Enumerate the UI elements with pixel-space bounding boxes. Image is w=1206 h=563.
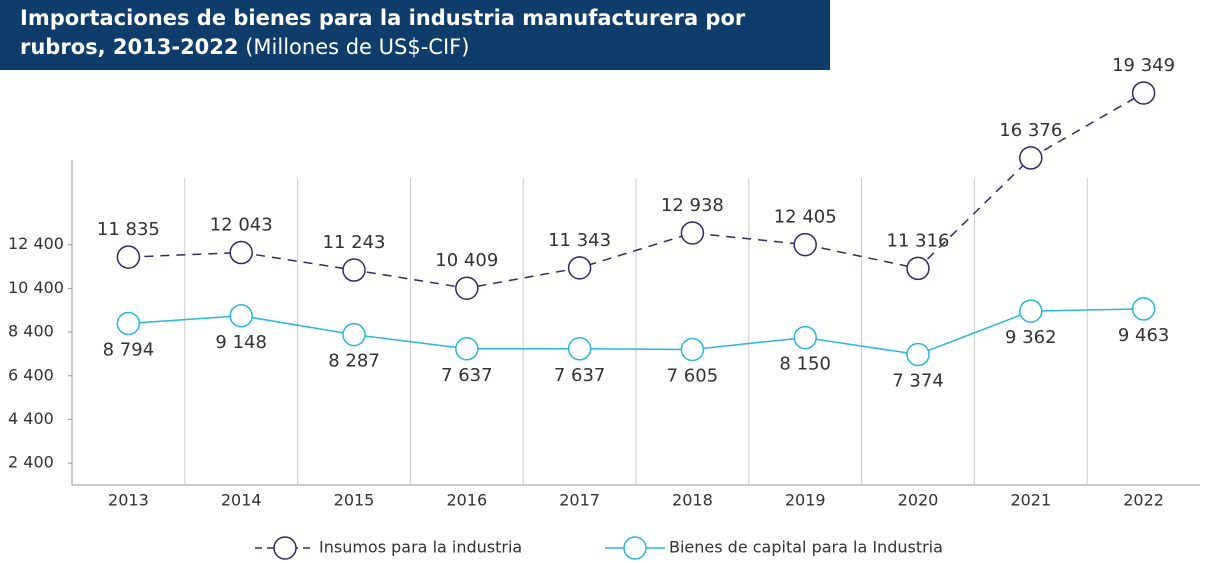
- data-label: 9 463: [1118, 325, 1170, 346]
- point-marker: [1019, 146, 1043, 170]
- point-marker: [680, 337, 705, 362]
- x-tick-label: 2014: [221, 491, 262, 510]
- point-marker: [229, 304, 253, 328]
- data-label: 7 637: [441, 365, 493, 386]
- x-tick-label: 2018: [672, 491, 713, 510]
- point-marker: [229, 240, 253, 265]
- x-tick-label: 2016: [446, 491, 487, 510]
- legend-marker: [623, 536, 647, 560]
- y-tick-label: 10 400: [8, 278, 64, 297]
- data-label: 11 343: [548, 230, 611, 251]
- x-tick-label: 2022: [1123, 491, 1164, 510]
- chart-title: Importaciones de bienes para la industri…: [20, 6, 746, 59]
- data-label: 9 362: [1005, 327, 1057, 348]
- point-marker: [906, 256, 930, 281]
- point-marker: [342, 322, 366, 347]
- title-box: Importaciones de bienes para la industri…: [0, 0, 830, 70]
- legend-label: Insumos para la industria: [319, 538, 522, 557]
- data-label: 11 835: [97, 219, 160, 240]
- x-tick-label: 2020: [898, 491, 939, 510]
- y-tick-label: 4 400: [8, 409, 54, 428]
- data-label: 16 376: [999, 120, 1062, 141]
- point-marker: [567, 337, 592, 361]
- series-line: [128, 92, 1144, 289]
- data-label: 7 637: [554, 365, 606, 386]
- point-marker: [567, 256, 592, 280]
- point-marker: [1131, 297, 1156, 321]
- y-tick-label: 2 400: [8, 453, 54, 472]
- data-label: 8 150: [779, 354, 831, 375]
- chart-subtitle: (Millones de US$-CIF): [245, 35, 470, 59]
- data-label: 7 374: [892, 371, 944, 392]
- point-marker: [116, 311, 141, 336]
- point-marker: [1019, 299, 1043, 323]
- y-tick-label: 8 400: [8, 322, 54, 341]
- data-label: 10 409: [435, 250, 498, 271]
- x-tick-label: 2015: [334, 491, 375, 510]
- legend-label: Bienes de capital para la Industria: [669, 538, 943, 557]
- data-label: 12 938: [661, 195, 724, 216]
- x-tick-label: 2019: [785, 491, 826, 510]
- point-marker: [793, 325, 817, 350]
- data-label: 7 605: [667, 365, 719, 386]
- y-tick-label: 12 400: [8, 234, 64, 253]
- data-label: 8 794: [103, 339, 155, 360]
- legend-marker: [273, 536, 297, 560]
- x-tick-label: 2013: [108, 491, 149, 510]
- point-marker: [455, 276, 479, 300]
- series-line: [128, 308, 1144, 356]
- point-marker: [906, 342, 930, 367]
- data-label: 9 148: [215, 332, 267, 353]
- x-tick-label: 2017: [559, 491, 600, 510]
- data-label: 12 043: [210, 215, 273, 236]
- point-marker: [1131, 81, 1156, 105]
- point-marker: [455, 337, 479, 361]
- point-marker: [342, 258, 366, 282]
- point-marker: [793, 232, 817, 257]
- data-label: 11 243: [323, 232, 386, 253]
- data-label: 8 287: [328, 351, 380, 372]
- point-marker: [680, 221, 705, 245]
- y-tick-label: 6 400: [8, 365, 54, 384]
- point-marker: [116, 245, 141, 269]
- data-label: 12 405: [774, 207, 837, 228]
- data-label: 11 316: [887, 230, 950, 251]
- data-label: 19 349: [1112, 55, 1175, 76]
- x-tick-label: 2021: [1010, 491, 1051, 510]
